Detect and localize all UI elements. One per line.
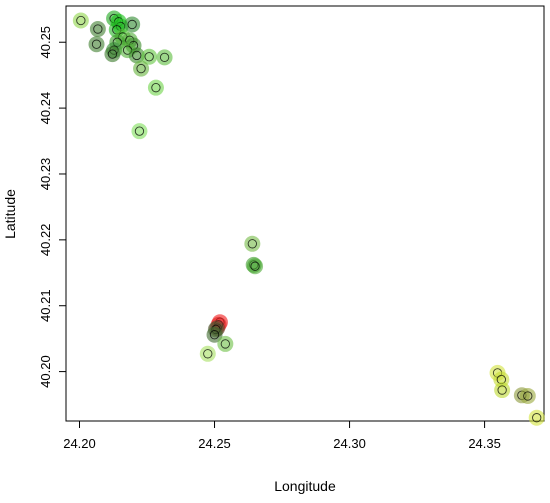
data-point: [247, 258, 264, 275]
data-point: [133, 60, 150, 77]
point-marker: [127, 19, 137, 30]
data-points: [72, 10, 545, 426]
y-tick-label: 40.22: [38, 224, 53, 257]
point-marker: [144, 52, 154, 62]
y-tick-label: 40.24: [38, 92, 53, 125]
data-point: [199, 345, 216, 362]
point-marker: [247, 239, 257, 249]
point-halo: [88, 36, 105, 53]
data-point: [72, 12, 89, 29]
point-marker: [134, 126, 145, 136]
point-halo: [199, 345, 216, 362]
x-tick-label: 24.25: [198, 436, 231, 451]
point-halo: [244, 235, 261, 252]
point-halo: [104, 46, 121, 63]
data-point: [206, 326, 223, 343]
point-halo: [528, 409, 545, 426]
data-point: [141, 48, 158, 65]
x-tick-label: 24.30: [333, 436, 366, 451]
point-halo: [133, 60, 150, 77]
point-halo: [247, 258, 264, 275]
point-marker: [93, 24, 103, 34]
point-halo: [519, 387, 536, 404]
point-halo: [128, 47, 145, 64]
data-point: [124, 16, 141, 33]
point-halo: [89, 21, 106, 38]
point-marker: [250, 261, 260, 271]
point-marker: [91, 39, 102, 49]
y-tick-label: 40.23: [38, 158, 53, 191]
point-marker: [220, 339, 230, 349]
point-halo: [131, 123, 148, 140]
y-axis-title: Latitude: [2, 189, 18, 239]
data-point: [244, 235, 261, 252]
point-marker: [151, 83, 161, 93]
data-point: [528, 409, 545, 426]
point-halo: [156, 49, 173, 66]
point-marker: [532, 413, 542, 423]
data-point: [147, 79, 164, 96]
data-point: [494, 382, 511, 399]
data-point: [88, 36, 105, 53]
point-halo: [206, 326, 223, 343]
point-marker: [132, 50, 142, 61]
point-marker: [107, 49, 118, 59]
point-halo: [494, 382, 511, 399]
data-point: [156, 49, 173, 66]
data-point: [131, 123, 148, 140]
data-point: [104, 46, 121, 63]
point-halo: [147, 79, 164, 96]
y-axis: 40.20 40.21 40.22 40.23 40.24 40.25: [38, 26, 67, 388]
point-marker: [159, 52, 170, 63]
x-tick-label: 24.35: [468, 436, 501, 451]
point-halo: [217, 335, 234, 352]
point-halo: [141, 48, 158, 65]
point-marker: [203, 349, 213, 359]
x-axis-title: Longitude: [274, 478, 336, 494]
point-marker: [209, 330, 220, 340]
data-point: [217, 335, 234, 352]
y-tick-label: 40.25: [38, 26, 53, 59]
data-point: [89, 21, 106, 38]
point-halo: [72, 12, 89, 29]
y-tick-label: 40.21: [38, 289, 53, 322]
x-tick-label: 24.20: [63, 436, 96, 451]
point-marker: [76, 15, 86, 26]
data-point: [128, 47, 145, 64]
point-halo: [124, 16, 141, 33]
x-axis: 24.20 24.25 24.30 24.35: [63, 420, 501, 451]
point-marker: [497, 385, 507, 395]
y-tick-label: 40.20: [38, 355, 53, 388]
data-point: [519, 387, 536, 404]
point-marker: [136, 63, 146, 74]
point-marker: [523, 391, 533, 401]
